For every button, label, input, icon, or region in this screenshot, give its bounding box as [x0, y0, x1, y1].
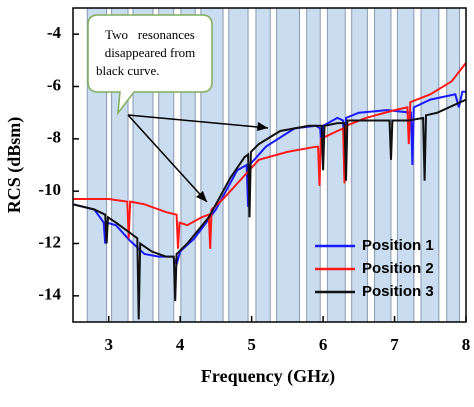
legend-label: Position 2 — [362, 260, 434, 277]
y-axis-label: RCS (dBsm) — [4, 117, 25, 214]
legend-label: Position 3 — [362, 283, 434, 300]
annotation-text: disappeared from — [105, 45, 196, 60]
y-tick-label: -12 — [38, 232, 61, 251]
x-tick-label: 3 — [104, 335, 113, 354]
legend-label: Position 1 — [362, 237, 434, 254]
series-line — [72, 98, 467, 320]
annotation-text: black curve. — [96, 63, 160, 78]
annotation: Two resonances disappeared from black cu… — [87, 14, 269, 203]
annotation-text: Two resonances — [105, 27, 195, 42]
plot-frame — [72, 7, 467, 323]
arrow — [127, 114, 269, 129]
arrow-head — [257, 122, 268, 131]
x-tick-label: 4 — [176, 335, 185, 354]
y-tick-label: -4 — [47, 23, 62, 42]
shaded-band — [276, 7, 301, 323]
x-tick-label: 6 — [319, 335, 328, 354]
callout-box — [87, 14, 213, 116]
x-tick-label: 5 — [247, 335, 256, 354]
y-tick-label: -6 — [47, 75, 61, 94]
series-line — [72, 90, 466, 268]
x-axis-label: Frequency (GHz) — [201, 366, 335, 387]
arrow-head — [196, 191, 207, 202]
plot-lines — [72, 62, 467, 320]
shaded-band — [446, 7, 461, 323]
shaded-band — [326, 7, 346, 323]
x-tick-label: 7 — [390, 335, 399, 354]
y-tick-label: -10 — [38, 180, 61, 199]
y-tick-label: -14 — [38, 285, 61, 304]
x-tick-label: 8 — [462, 335, 471, 354]
y-tick-label: -8 — [47, 128, 61, 147]
series-line — [73, 62, 467, 249]
shaded-band — [255, 7, 271, 323]
arrow — [127, 114, 208, 203]
